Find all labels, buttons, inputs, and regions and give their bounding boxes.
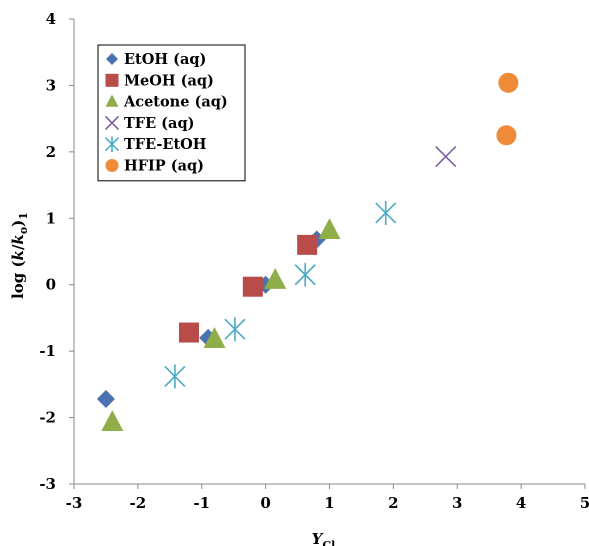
data-point-x — [435, 145, 457, 168]
y-tick-label: 1 — [46, 209, 56, 227]
y-tick-label: -3 — [39, 475, 56, 493]
legend-marker-circle — [105, 159, 119, 172]
data-marks — [96, 72, 519, 432]
y-tick-label: 4 — [46, 10, 56, 28]
legend-marker-square — [105, 73, 119, 87]
x-tick-label: 1 — [324, 494, 334, 512]
data-point-asterisk — [294, 262, 316, 287]
x-tick-label: 2 — [388, 494, 398, 512]
legend-marker-asterisk — [104, 136, 120, 152]
legend-marker-x — [104, 115, 120, 130]
legend: EtOH (aq) MeOH (aq) Acetone (aq) TFE (aq) TF… — [97, 44, 246, 182]
x-tick-label: 3 — [452, 494, 462, 512]
y-tick-label: 3 — [46, 76, 56, 94]
y-tick-label: 0 — [46, 276, 56, 294]
data-point-diamond — [96, 389, 115, 408]
y-tick-label: -1 — [39, 342, 56, 360]
legend-label: Acetone (aq) — [123, 94, 228, 111]
x-tick-label: -1 — [193, 494, 210, 512]
y-tick-label: 2 — [46, 143, 56, 161]
legend-label: TFE-EtOH — [124, 136, 207, 153]
data-point-square — [297, 234, 318, 255]
x-tick-label: 4 — [516, 494, 526, 512]
legend-label: TFE (aq) — [124, 115, 194, 132]
data-point-circle — [498, 72, 519, 93]
x-axis-title: YCl — [312, 530, 336, 546]
data-point-triangle — [101, 410, 124, 432]
axes: -3 -2 -1 0 1 2 3 4 5 -3 -2 -1 0 1 2 3 4 YCl log (k/ko)1 — [9, 10, 589, 546]
data-point-asterisk — [224, 317, 246, 342]
data-point-square — [178, 322, 199, 343]
data-point-circle — [496, 125, 517, 146]
data-point-triangle — [264, 267, 287, 289]
legend-box — [97, 44, 246, 182]
x-tick-label: 0 — [260, 494, 270, 512]
x-tick-label: -3 — [66, 494, 83, 512]
legend-label: MeOH (aq) — [124, 72, 214, 89]
legend-marker-diamond — [106, 53, 118, 65]
data-point-square — [242, 276, 263, 297]
data-point-triangle — [203, 327, 226, 348]
data-point-asterisk — [375, 200, 397, 225]
legend-marker-triangle — [105, 94, 119, 107]
x-tick-label: -2 — [130, 494, 147, 512]
legend-label: HFIP (aq) — [124, 158, 204, 175]
y-tick-label: -2 — [39, 409, 56, 427]
y-axis-title: log (k/ko)1 — [9, 212, 30, 299]
data-point-asterisk — [164, 364, 186, 389]
legend-label: EtOH (aq) — [124, 51, 206, 68]
data-point-triangle — [318, 218, 341, 240]
x-tick-label: 5 — [580, 494, 589, 512]
